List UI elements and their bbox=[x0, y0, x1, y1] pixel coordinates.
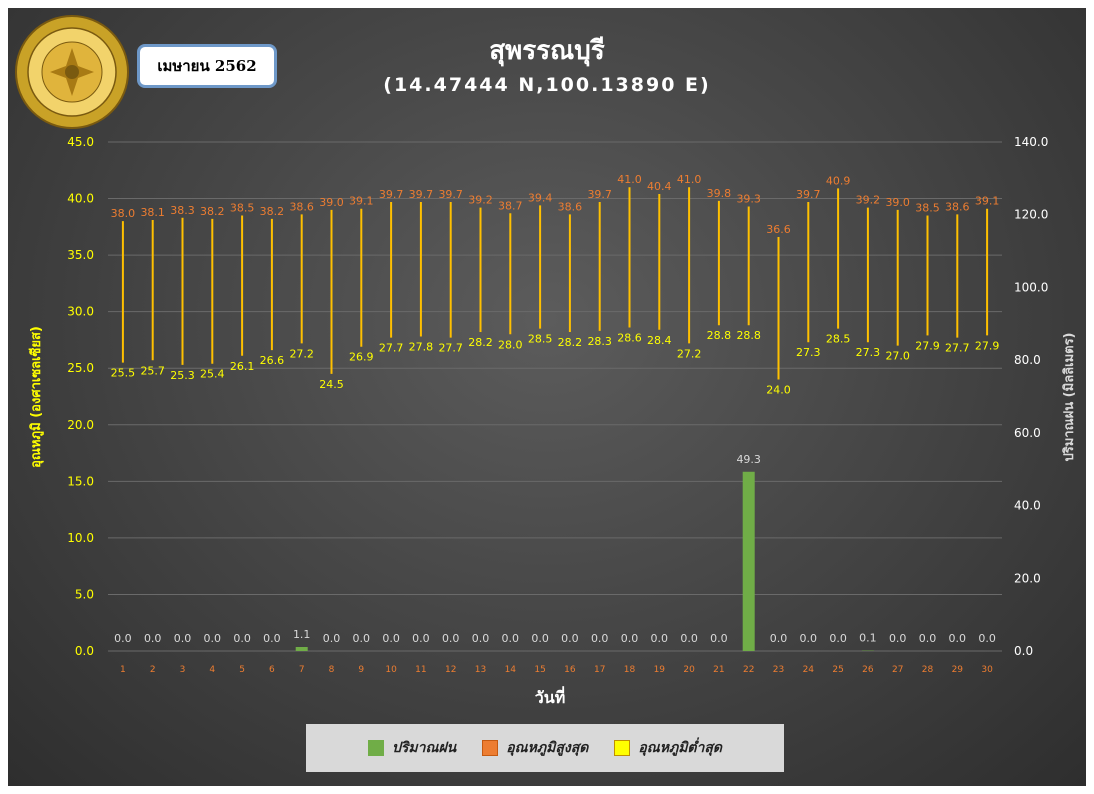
legend-item-rain: ปริมาณฝน bbox=[367, 737, 457, 759]
meteorological-department-logo bbox=[15, 15, 129, 129]
chart-frame bbox=[8, 8, 1086, 786]
legend-swatch-rain bbox=[367, 740, 384, 756]
legend-swatch-min-temp bbox=[614, 740, 631, 756]
legend-label-min-temp: อุณหภูมิต่ำสุด bbox=[638, 740, 723, 756]
chart-title: สุพรรณบุรี bbox=[489, 36, 605, 66]
month-label: เมษายน 2562 bbox=[137, 44, 277, 88]
legend-item-max-temp: อุณหภูมิสูงสุด bbox=[482, 737, 588, 759]
legend: ปริมาณฝน อุณหภูมิสูงสุด อุณหภูมิต่ำสุด bbox=[306, 724, 784, 772]
legend-swatch-max-temp bbox=[482, 740, 499, 756]
legend-label-rain: ปริมาณฝน bbox=[391, 740, 457, 756]
legend-item-min-temp: อุณหภูมิต่ำสุด bbox=[614, 737, 722, 759]
chart-subtitle: (14.47444 N,100.13890 E) bbox=[383, 74, 711, 96]
legend-label-max-temp: อุณหภูมิสูงสุด bbox=[506, 740, 589, 756]
